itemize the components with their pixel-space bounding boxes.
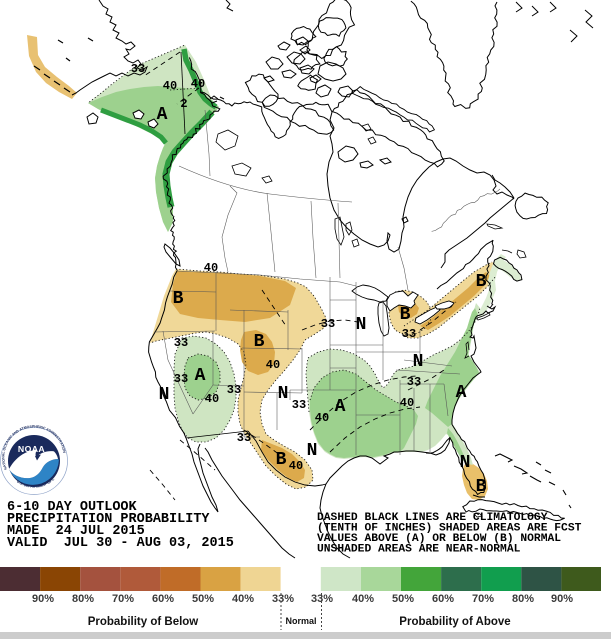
svg-text:UNSHADED AREAS ARE NEAR-NORMAL: UNSHADED AREAS ARE NEAR-NORMAL (317, 544, 521, 556)
svg-text:A: A (335, 397, 346, 417)
svg-text:NOAA: NOAA (18, 444, 46, 454)
svg-text:N: N (159, 385, 170, 405)
svg-text:40: 40 (191, 77, 205, 91)
svg-text:40: 40 (400, 396, 414, 410)
svg-text:VALUES ABOVE (A) OR BELOW (B): VALUES ABOVE (A) OR BELOW (B) NORMAL (317, 533, 561, 545)
svg-text:B: B (173, 289, 184, 309)
svg-text:60%: 60% (152, 593, 174, 605)
svg-text:Probability of Below: Probability of Below (88, 616, 199, 628)
svg-text:40: 40 (204, 261, 218, 275)
svg-text:90%: 90% (551, 593, 573, 605)
svg-text:40: 40 (163, 79, 177, 93)
svg-text:A: A (195, 366, 206, 386)
svg-text:33: 33 (227, 383, 241, 397)
svg-text:DASHED BLACK LINES ARE CLIMATO: DASHED BLACK LINES ARE CLIMATOLOGY (317, 512, 548, 524)
svg-text:33: 33 (174, 336, 188, 350)
svg-text:40%: 40% (232, 593, 254, 605)
svg-text:80%: 80% (72, 593, 94, 605)
svg-text:33: 33 (292, 398, 306, 412)
svg-text:70%: 70% (472, 593, 494, 605)
svg-text:PRECIPITATION PROBABILITY: PRECIPITATION PROBABILITY (7, 512, 210, 527)
svg-text:VALID JUL 30 - AUG 03, 2015: VALID JUL 30 - AUG 03, 2015 (7, 536, 234, 551)
svg-text:50%: 50% (392, 593, 414, 605)
svg-text:80%: 80% (512, 593, 534, 605)
svg-text:N: N (460, 453, 471, 473)
svg-text:2: 2 (180, 97, 187, 111)
svg-text:33: 33 (237, 431, 251, 445)
svg-text:B: B (476, 477, 487, 497)
svg-text:33: 33 (131, 62, 145, 76)
svg-text:33%: 33% (272, 593, 294, 605)
svg-text:A: A (456, 383, 467, 403)
svg-text:B: B (276, 450, 287, 470)
svg-text:33%: 33% (311, 593, 333, 605)
svg-text:50%: 50% (192, 593, 214, 605)
svg-text:Normal: Normal (285, 616, 316, 626)
svg-text:N: N (413, 352, 424, 372)
svg-text:40: 40 (315, 411, 329, 425)
svg-text:40: 40 (205, 392, 219, 406)
svg-text:N: N (307, 441, 318, 461)
svg-text:N: N (278, 384, 289, 404)
svg-text:N: N (356, 315, 367, 335)
svg-text:33: 33 (174, 372, 188, 386)
svg-text:90%: 90% (32, 593, 54, 605)
svg-text:(TENTH OF INCHES) SHADED AREAS: (TENTH OF INCHES) SHADED AREAS ARE FCST (317, 523, 582, 535)
svg-text:33: 33 (402, 327, 416, 341)
svg-text:A: A (157, 105, 168, 125)
svg-text:B: B (400, 305, 411, 325)
svg-text:40: 40 (266, 358, 280, 372)
svg-text:60%: 60% (432, 593, 454, 605)
svg-text:33: 33 (321, 317, 335, 331)
svg-text:33: 33 (407, 375, 421, 389)
svg-text:MADE 24 JUL 2015: MADE 24 JUL 2015 (7, 524, 145, 539)
svg-text:B: B (254, 332, 265, 352)
svg-text:Probability of Above: Probability of Above (399, 616, 510, 628)
svg-text:40: 40 (289, 459, 303, 473)
svg-text:6-10 DAY OUTLOOK: 6-10 DAY OUTLOOK (7, 500, 138, 515)
svg-text:B: B (476, 272, 487, 292)
svg-text:70%: 70% (112, 593, 134, 605)
svg-text:40%: 40% (352, 593, 374, 605)
